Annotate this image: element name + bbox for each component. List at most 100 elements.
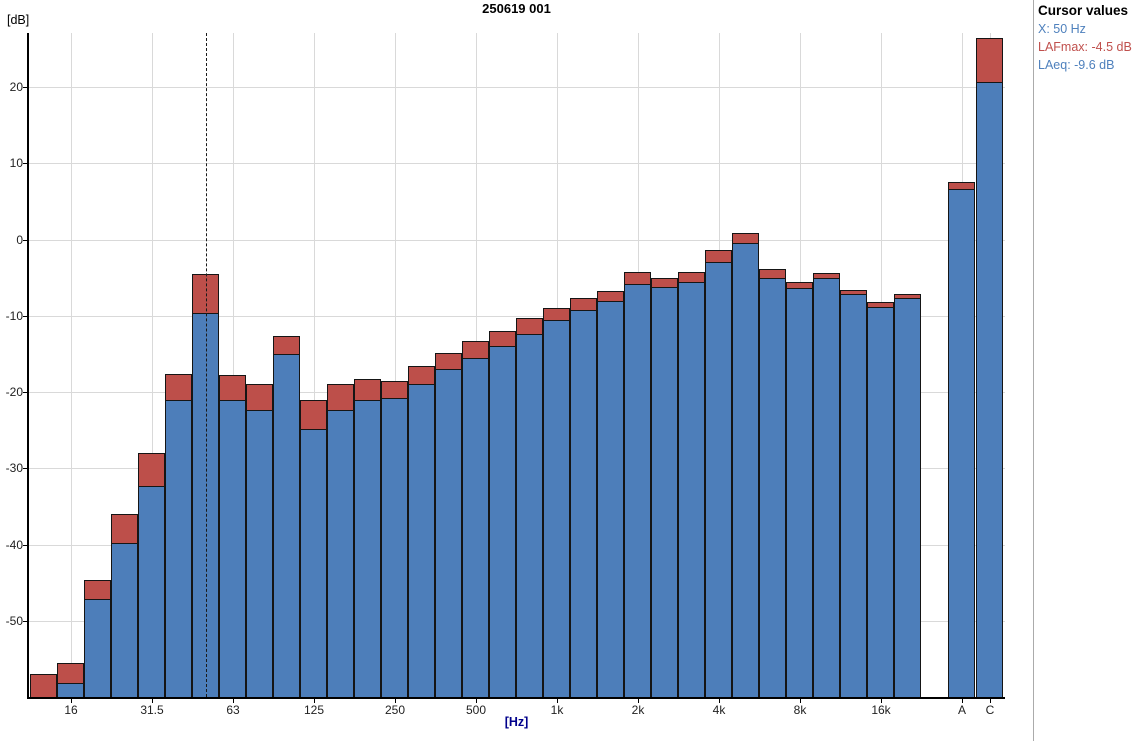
y-tick-label--40: -40 (5, 538, 23, 552)
v-gridline-31.5 (152, 33, 153, 697)
laeq-bar-A[interactable] (948, 189, 975, 698)
x-tick-label-31.5: 31.5 (140, 703, 164, 717)
laeq-bar-5k[interactable] (732, 243, 759, 698)
v-gridline-250 (395, 33, 396, 697)
laeq-bar-20k[interactable] (894, 298, 921, 698)
laeq-bar-630[interactable] (489, 346, 516, 698)
spectrum-plot-area[interactable]: 20 10 0 -10 -20 -30 -40 -50 16 31.5 63 125 250 500 1k 2… (0, 0, 1034, 741)
laeq-bar-16k[interactable] (867, 307, 894, 698)
x-axis-line (27, 697, 1005, 699)
laeq-bar-10k[interactable] (813, 278, 840, 698)
x-tick-125 (314, 699, 315, 703)
laeq-bar-800[interactable] (516, 334, 543, 698)
y-tick--30 (23, 468, 28, 469)
x-tick-4k (719, 699, 720, 703)
laeq-bar-315[interactable] (408, 384, 435, 698)
laeq-bar-C[interactable] (976, 82, 1003, 698)
x-tick-label-2k: 2k (631, 703, 645, 717)
cursor-lafmax-readout: LAFmax: -4.5 dB (1038, 40, 1132, 54)
laeq-bar-500[interactable] (462, 358, 489, 698)
y-tick-20 (23, 87, 28, 88)
lafmax-bar-12.5[interactable] (30, 674, 57, 698)
panel-separator (1033, 0, 1034, 741)
y-axis-unit-label: [dB] (7, 13, 30, 27)
x-tick-16 (71, 699, 72, 703)
laeq-bar-3.15k[interactable] (678, 282, 705, 698)
y-tick-label-10: 10 (9, 156, 23, 170)
laeq-bar-4k[interactable] (705, 262, 732, 698)
laeq-bar-2k[interactable] (624, 284, 651, 698)
y-tick-0 (23, 240, 28, 241)
v-gridline-63 (233, 33, 234, 697)
x-tick-label-125: 125 (303, 703, 325, 717)
y-axis-line (27, 33, 29, 699)
laeq-bar-40[interactable] (165, 400, 192, 698)
laeq-bar-1.6k[interactable] (597, 301, 624, 698)
laeq-bar-125[interactable] (300, 429, 327, 698)
h-gridline--10 (29, 316, 1005, 317)
cursor-x-readout: X: 50 Hz (1038, 22, 1086, 36)
laeq-bar-16[interactable] (57, 683, 84, 698)
y-tick-label--30: -30 (5, 461, 23, 475)
laeq-bar-63[interactable] (219, 400, 246, 698)
laeq-bar-160[interactable] (327, 410, 354, 698)
cursor-panel-heading: Cursor values (1038, 3, 1129, 18)
x-tick-A (962, 699, 963, 703)
h-gridline-0 (29, 240, 1005, 241)
x-tick-1k (557, 699, 558, 703)
laeq-bar-400[interactable] (435, 369, 462, 698)
laeq-bar-6.3k[interactable] (759, 278, 786, 698)
laeq-bar-80[interactable] (246, 410, 273, 698)
laeq-bar-2.5k[interactable] (651, 287, 678, 698)
chart-title: 250619 001 (482, 1, 551, 16)
x-tick-label-4k: 4k (712, 703, 726, 717)
h-gridline-10 (29, 163, 1005, 164)
laeq-bar-250[interactable] (381, 398, 408, 698)
x-tick-16k (881, 699, 882, 703)
laeq-bar-1.25k[interactable] (570, 310, 597, 698)
x-tick-C (990, 699, 991, 703)
x-tick-label-8k: 8k (793, 703, 807, 717)
x-tick-31.5 (152, 699, 153, 703)
y-tick-label--10: -10 (5, 309, 23, 323)
x-tick-label-250: 250 (384, 703, 406, 717)
x-tick-label-500: 500 (465, 703, 487, 717)
x-tick-label-A: A (957, 703, 966, 717)
y-tick-label--50: -50 (5, 614, 23, 628)
y-tick-10 (23, 163, 28, 164)
laeq-bar-100[interactable] (273, 354, 300, 698)
y-tick--40 (23, 545, 28, 546)
x-tick-250 (395, 699, 396, 703)
x-tick-8k (800, 699, 801, 703)
v-gridline-125 (314, 33, 315, 697)
laeq-bar-31.5[interactable] (138, 486, 165, 698)
x-tick-label-16: 16 (64, 703, 78, 717)
y-tick--50 (23, 621, 28, 622)
v-gridline-16 (71, 33, 72, 697)
h-gridline-20 (29, 87, 1005, 88)
laeq-bar-25[interactable] (111, 543, 138, 698)
laeq-bar-20[interactable] (84, 599, 111, 698)
y-tick-label-20: 20 (9, 80, 23, 94)
x-tick-500 (476, 699, 477, 703)
y-tick--20 (23, 392, 28, 393)
x-axis-unit-label: [Hz] (504, 715, 529, 729)
x-tick-2k (638, 699, 639, 703)
x-tick-63 (233, 699, 234, 703)
laeq-bar-50[interactable] (192, 313, 219, 698)
frequency-cursor-line[interactable] (206, 33, 207, 697)
x-tick-label-1k: 1k (550, 703, 564, 717)
laeq-bar-200[interactable] (354, 400, 381, 698)
x-tick-label-63: 63 (226, 703, 240, 717)
y-tick--10 (23, 316, 28, 317)
x-tick-label-C: C (985, 703, 995, 717)
cursor-values-panel: Cursor values X: 50 Hz LAFmax: -4.5 dB L… (1038, 2, 1144, 74)
y-tick-label-0: 0 (16, 233, 23, 247)
y-tick-label--20: -20 (5, 385, 23, 399)
laeq-bar-1k[interactable] (543, 320, 570, 698)
cursor-laeq-readout: LAeq: -9.6 dB (1038, 58, 1115, 72)
laeq-bar-8k[interactable] (786, 288, 813, 698)
laeq-bar-12.5k[interactable] (840, 294, 867, 698)
x-tick-label-16k: 16k (871, 703, 891, 717)
